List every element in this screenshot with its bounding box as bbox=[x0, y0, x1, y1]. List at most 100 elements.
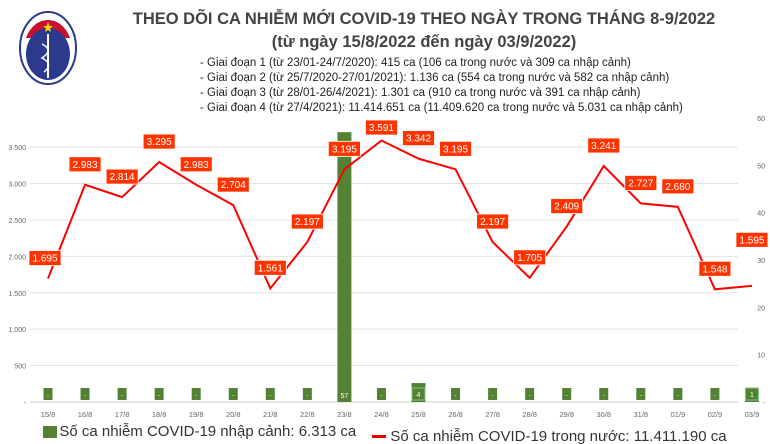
bar-label-box bbox=[744, 387, 759, 401]
line-label-box bbox=[587, 137, 621, 154]
ministry-logo bbox=[19, 11, 77, 85]
bar-data-label: 1 bbox=[750, 392, 754, 399]
bar-label-box bbox=[376, 388, 386, 400]
note-phase-4: - Giai đoạn 4 (từ 27/4/2021): 11.414.651… bbox=[200, 102, 683, 114]
legend-label: Số ca nhiễm COVID-19 nhập cảnh: 6.313 ca bbox=[59, 423, 357, 440]
bar-data-label: - bbox=[640, 393, 642, 399]
line-data-label: 2.983 bbox=[73, 160, 98, 171]
right-axis-tick: 20 bbox=[757, 305, 765, 312]
legend-label: Số ca nhiễm COVID-19 trong nước: 11.411.… bbox=[390, 427, 727, 444]
legend: Số ca nhiễm COVID-19 nhập cảnh: 6.313 ca… bbox=[0, 423, 770, 444]
right-axis-tick: 30 bbox=[757, 258, 765, 265]
legend-item-domestic: Số ca nhiễm COVID-19 trong nước: 11.411.… bbox=[372, 427, 727, 444]
left-axis-tick: 3.000 bbox=[8, 182, 26, 189]
left-axis-tick: 2.500 bbox=[8, 218, 26, 225]
line-data-label: 3.195 bbox=[443, 144, 468, 155]
bar-label-box bbox=[154, 388, 164, 400]
bar-data-label: - bbox=[492, 393, 494, 399]
legend-swatch-bar bbox=[43, 425, 58, 438]
bar-data-label: - bbox=[566, 393, 568, 399]
line-label-box bbox=[550, 198, 584, 214]
x-axis-tick: 16/8 bbox=[78, 410, 93, 419]
line-data-label: 3.295 bbox=[147, 137, 172, 148]
line-label-box bbox=[142, 133, 176, 150]
x-axis-tick: 30/8 bbox=[596, 410, 611, 419]
bar-label-box bbox=[710, 388, 720, 400]
line-data-label: 2.409 bbox=[554, 202, 579, 213]
note-phase-1: - Giai đoạn 1 (từ 23/01-24/7/2020): 415 … bbox=[200, 57, 631, 69]
bar-data-label: 57 bbox=[341, 393, 349, 400]
bar-label-box bbox=[191, 388, 201, 400]
right-axis-tick: 50 bbox=[757, 163, 765, 170]
right-axis-tick: 10 bbox=[757, 353, 765, 360]
bar-data-label: - bbox=[84, 393, 86, 399]
bar-label-box bbox=[562, 388, 572, 400]
line-label-box bbox=[365, 119, 398, 136]
x-axis-tick: 21/8 bbox=[263, 410, 278, 419]
line-data-label: 2.983 bbox=[184, 160, 209, 171]
left-axis-tick: - bbox=[24, 400, 27, 407]
line-label-box bbox=[661, 178, 695, 195]
bar-label-box bbox=[80, 388, 90, 400]
bar-label-box bbox=[636, 388, 646, 400]
bar-imported bbox=[337, 132, 352, 402]
bar-data-label: - bbox=[121, 393, 123, 399]
x-axis-tick: 15/8 bbox=[41, 410, 56, 419]
x-axis-tick: 29/8 bbox=[559, 410, 574, 419]
line-label-box bbox=[68, 156, 102, 173]
right-axis-tick: - bbox=[763, 400, 766, 407]
line-data-label: 1.695 bbox=[32, 254, 57, 265]
bar-data-label: - bbox=[306, 393, 308, 399]
line-data-label: 1.548 bbox=[702, 264, 727, 275]
line-label-box bbox=[105, 168, 139, 185]
line-data-label: 3.342 bbox=[406, 134, 431, 145]
x-axis-tick: 20/8 bbox=[226, 410, 241, 419]
x-axis-tick: 27/8 bbox=[485, 410, 500, 419]
bar-label-box bbox=[117, 388, 127, 400]
line-data-label: 3.591 bbox=[369, 123, 394, 134]
x-axis-tick: 02/9 bbox=[708, 410, 723, 419]
line-data-label: 3.195 bbox=[332, 144, 357, 155]
note-phase-2: - Giai đoạn 2 (từ 25/7/2020-27/01/2021):… bbox=[200, 72, 670, 84]
line-label-box bbox=[624, 175, 658, 191]
note-phase-3: - Giai đoạn 3 (từ 28/01-26/4/2021): 1.30… bbox=[200, 87, 641, 99]
x-axis-tick: 19/8 bbox=[189, 410, 204, 419]
line-data-label: 1.595 bbox=[739, 235, 764, 246]
line-domestic bbox=[47, 139, 753, 291]
bar-data-label: - bbox=[47, 393, 49, 399]
bar-data-label: - bbox=[158, 393, 160, 399]
x-axis-tick: 17/8 bbox=[115, 410, 130, 419]
bar-data-label: - bbox=[380, 393, 382, 399]
bar-label-box bbox=[302, 388, 312, 400]
line-label-box bbox=[476, 213, 510, 230]
left-axis-tick: 3.500 bbox=[8, 145, 26, 152]
right-axis-tick: 40 bbox=[757, 211, 765, 218]
bar-label-box bbox=[265, 388, 275, 400]
x-axis-tick: 24/8 bbox=[374, 410, 389, 419]
x-axis-tick: 25/8 bbox=[411, 410, 426, 419]
x-axis-tick: 01/9 bbox=[671, 410, 686, 419]
line-label-box bbox=[216, 176, 250, 193]
bar-label-box bbox=[673, 388, 683, 400]
line-label-box bbox=[735, 231, 769, 248]
bar-data-label: - bbox=[603, 393, 605, 399]
bar-data-label: 4 bbox=[417, 392, 421, 399]
chart-title: THEO DÕI CA NHIỄM MỚI COVID-19 THEO NGÀY… bbox=[132, 10, 716, 28]
left-axis-tick: 500 bbox=[14, 364, 26, 371]
line-label-box bbox=[513, 249, 547, 266]
line-label-box bbox=[402, 130, 435, 147]
bar-data-label: - bbox=[232, 393, 234, 399]
left-axis-tick: 2.000 bbox=[8, 254, 26, 261]
line-data-label: 1.705 bbox=[517, 253, 542, 264]
bar-label-box bbox=[599, 388, 609, 400]
bar-label-box bbox=[411, 387, 426, 401]
line-data-label: 2.197 bbox=[480, 217, 505, 228]
line-label-box bbox=[290, 213, 324, 230]
line-label-box bbox=[179, 156, 213, 173]
line-label-box bbox=[253, 259, 287, 276]
bar-data-label: - bbox=[529, 393, 531, 399]
line-label-box bbox=[28, 250, 62, 266]
chart-subtitle: (từ ngày 15/8/2022 đến ngày 03/9/2022) bbox=[271, 33, 577, 51]
